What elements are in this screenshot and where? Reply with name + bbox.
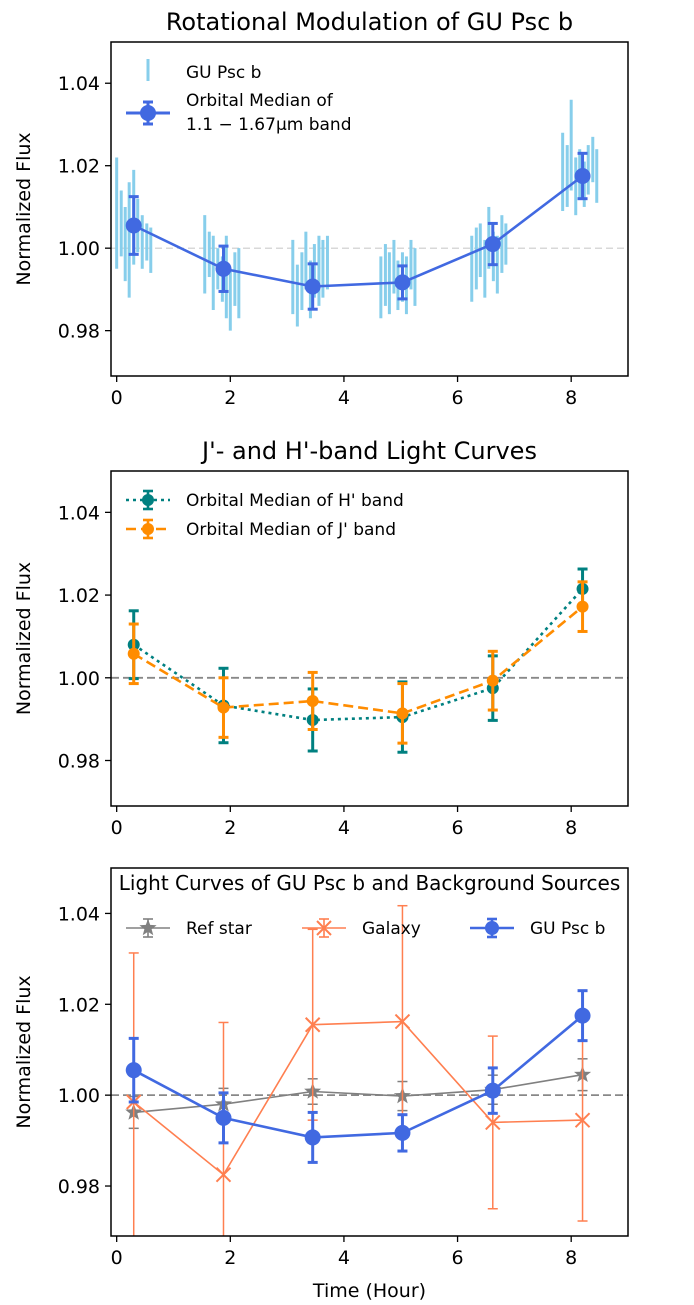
- axes-frame: [110, 41, 629, 377]
- legend-marker: [485, 921, 499, 935]
- x-tick-label: 8: [565, 1247, 577, 1269]
- series-2: [125, 989, 591, 1164]
- legend-marker: [142, 523, 154, 535]
- data-marker: [215, 1109, 232, 1126]
- x-tick-label: 6: [452, 1247, 464, 1269]
- legend-label: Orbital Median of H' band: [186, 491, 404, 511]
- series-line: [133, 605, 584, 715]
- data-marker: [485, 1114, 501, 1131]
- data-marker: [125, 1062, 142, 1079]
- data-marker: [484, 1082, 501, 1099]
- y-axis-label: Normalized Flux: [13, 562, 35, 715]
- data-marker: [574, 1007, 591, 1024]
- legend-marker: [142, 494, 154, 506]
- x-tick-label: 4: [338, 387, 350, 409]
- series-line: [133, 1073, 583, 1114]
- y-tick-label: 1.04: [58, 903, 100, 925]
- legend-label: GU Psc b: [530, 919, 605, 939]
- data-marker: [574, 168, 591, 185]
- x-tick-label: 4: [338, 1247, 350, 1269]
- x-axis-label: Time (Hour): [312, 1280, 426, 1302]
- chart-title: Rotational Modulation of GU Psc b: [166, 8, 573, 36]
- y-tick-label: 1.00: [58, 1085, 100, 1107]
- legend-marker: [140, 105, 156, 121]
- series-1: [126, 904, 591, 1236]
- legend: GU Psc b Orbital Median of 1.1 − 1.67μm ba…: [126, 59, 352, 135]
- legend-label: GU Psc b: [186, 63, 261, 83]
- x-tick-label: 2: [224, 1247, 236, 1269]
- axes-frame: [110, 470, 629, 807]
- data-marker: [394, 1124, 411, 1141]
- y-tick-label: 1.04: [58, 502, 100, 524]
- data-marker: [125, 217, 142, 234]
- data-marker: [304, 1017, 321, 1033]
- data-marker: [576, 600, 589, 613]
- x-tick-label: 8: [565, 817, 577, 839]
- plot-area: [115, 99, 599, 331]
- series-line: [132, 588, 584, 722]
- y-axis-label: Normalized Flux: [13, 132, 35, 285]
- axes-frame: [110, 867, 629, 1237]
- y-tick-label: 1.00: [58, 668, 100, 690]
- y-tick-label: 0.98: [58, 1176, 100, 1198]
- plot-area: [127, 567, 589, 754]
- legend: Orbital Median of H' band Orbital Median …: [126, 489, 404, 540]
- data-marker: [306, 694, 319, 707]
- y-axis-label: Normalized Flux: [13, 975, 35, 1128]
- x-tick-label: 6: [452, 817, 464, 839]
- data-marker: [574, 1112, 591, 1128]
- y-tick-label: 1.04: [58, 73, 100, 95]
- data-marker: [304, 278, 321, 295]
- y-tick-label: 1.02: [58, 994, 100, 1016]
- series-0: [125, 151, 591, 311]
- x-tick-label: 8: [565, 387, 577, 409]
- data-marker: [394, 274, 411, 291]
- data-marker: [217, 701, 230, 714]
- chart-panel-3: Light Curves of GU Psc b and Background …: [13, 867, 629, 1302]
- legend: Ref star Galaxy GU Psc b: [126, 917, 605, 939]
- x-tick-label: 0: [111, 1247, 123, 1269]
- legend-label: Orbital Median of J' band: [186, 520, 396, 540]
- legend-label: Ref star: [186, 919, 252, 939]
- chart-title: J'- and H'-band Light Curves: [200, 437, 537, 465]
- y-tick-label: 1.02: [58, 585, 100, 607]
- series-line: [133, 1020, 583, 1176]
- chart-title: Light Curves of GU Psc b and Background …: [119, 871, 620, 895]
- y-tick-label: 1.02: [58, 156, 100, 178]
- data-marker: [484, 236, 501, 253]
- series-1: [127, 580, 589, 745]
- x-tick-label: 2: [224, 387, 236, 409]
- x-tick-label: 0: [111, 387, 123, 409]
- series-0: [127, 567, 589, 754]
- x-tick-label: 6: [452, 387, 464, 409]
- series-line: [133, 174, 584, 288]
- y-tick-label: 0.98: [58, 751, 100, 773]
- legend-marker: [316, 920, 332, 936]
- x-tick-label: 4: [338, 817, 350, 839]
- y-tick-label: 1.00: [58, 238, 100, 260]
- plot-area: [125, 904, 592, 1236]
- data-marker: [304, 1129, 321, 1146]
- x-tick-label: 2: [224, 817, 236, 839]
- chart-panel-1: Rotational Modulation of GU Psc b Normali…: [13, 8, 629, 409]
- legend-label: Galaxy: [362, 919, 421, 939]
- legend-label: 1.1 − 1.67μm band: [186, 115, 352, 135]
- x-tick-label: 0: [111, 817, 123, 839]
- legend-marker: [139, 919, 157, 936]
- data-marker: [215, 260, 232, 277]
- legend-label: Orbital Median of: [186, 91, 334, 111]
- data-marker: [127, 647, 140, 660]
- chart-panel-2: J'- and H'-band Light Curves Normalized F…: [13, 437, 629, 839]
- series-0: [125, 1058, 592, 1130]
- data-marker: [394, 1013, 411, 1030]
- series-line: [133, 1014, 584, 1139]
- data-marker: [215, 1166, 232, 1183]
- data-marker: [396, 707, 409, 720]
- y-tick-label: 0.98: [58, 321, 100, 343]
- data-marker: [486, 674, 499, 687]
